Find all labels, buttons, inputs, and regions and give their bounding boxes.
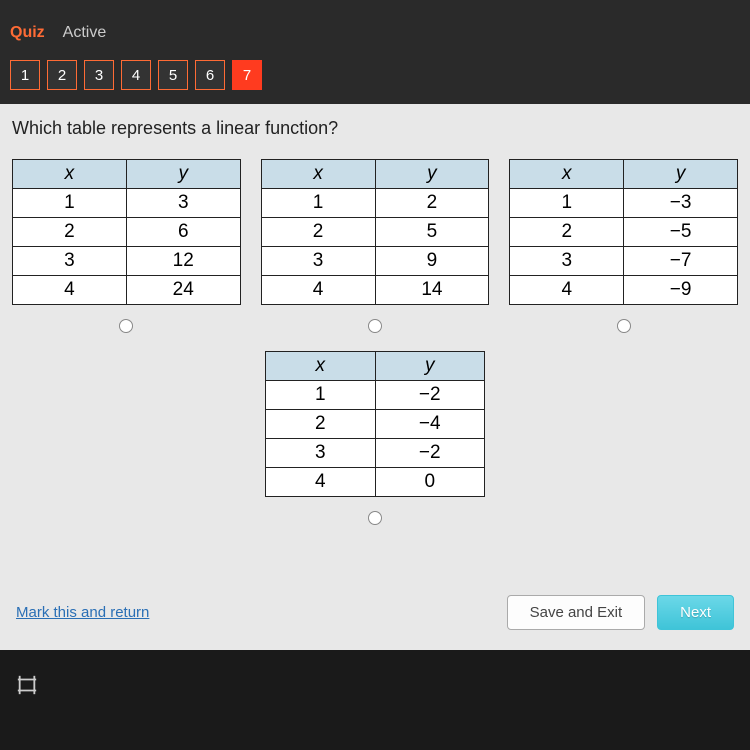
table-row: 414 [261, 276, 489, 305]
table-cell: 2 [13, 218, 127, 247]
table-cell: 3 [510, 247, 624, 276]
radio-option-2[interactable] [368, 319, 382, 333]
qnav-item-7[interactable]: 7 [232, 60, 262, 90]
table-cell: 5 [375, 218, 489, 247]
table-cell: 3 [126, 189, 240, 218]
answer-row-bottom: xy1−22−43−240 [12, 351, 738, 525]
table-4: xy1−22−43−240 [265, 351, 485, 497]
table-cell: 6 [126, 218, 240, 247]
table-cell: −2 [375, 439, 485, 468]
table-cell: 1 [261, 189, 375, 218]
table-cell: 1 [266, 381, 376, 410]
frame-tool-icon[interactable] [16, 674, 38, 696]
qnav-item-6[interactable]: 6 [195, 60, 225, 90]
table-cell: 4 [266, 468, 376, 497]
table-row: 312 [13, 247, 241, 276]
table-cell: 14 [375, 276, 489, 305]
question-panel: Which table represents a linear function… [0, 104, 750, 650]
table-cell: −3 [624, 189, 738, 218]
table-cell: 4 [510, 276, 624, 305]
table-header: x [13, 160, 127, 189]
table-row: 1−3 [510, 189, 738, 218]
table-cell: 4 [261, 276, 375, 305]
table-cell: 2 [266, 410, 376, 439]
table-cell: −5 [624, 218, 738, 247]
table-cell: −2 [375, 381, 485, 410]
table-header: y [375, 160, 489, 189]
table-row: 13 [13, 189, 241, 218]
qnav-item-1[interactable]: 1 [10, 60, 40, 90]
table-cell: 2 [261, 218, 375, 247]
table-cell: 3 [261, 247, 375, 276]
table-row: 4−9 [510, 276, 738, 305]
mark-return-link[interactable]: Mark this and return [16, 604, 149, 621]
table-row: 2−4 [266, 410, 485, 439]
table-header: x [266, 352, 376, 381]
table-row: 25 [261, 218, 489, 247]
table-cell: 3 [13, 247, 127, 276]
table-row: 39 [261, 247, 489, 276]
table-cell: 2 [510, 218, 624, 247]
button-row: Save and Exit Next [507, 595, 734, 630]
table-row: 40 [266, 468, 485, 497]
table-row: 26 [13, 218, 241, 247]
table-header: y [375, 352, 485, 381]
answer-row-top: xy1326312424 xy122539414 xy1−32−53−74−9 [12, 159, 738, 333]
mode-tabs: Quiz Active [0, 18, 750, 52]
qnav-item-3[interactable]: 3 [84, 60, 114, 90]
table-header: x [510, 160, 624, 189]
option-1: xy1326312424 [12, 159, 241, 333]
table-cell: 1 [510, 189, 624, 218]
radio-option-4[interactable] [368, 511, 382, 525]
table-cell: 12 [126, 247, 240, 276]
option-4: xy1−22−43−240 [265, 351, 485, 525]
table-row: 3−2 [266, 439, 485, 468]
table-header: y [624, 160, 738, 189]
table-3: xy1−32−53−74−9 [509, 159, 738, 305]
table-2: xy122539414 [261, 159, 490, 305]
table-1: xy1326312424 [12, 159, 241, 305]
question-nav: 1234567 [0, 52, 750, 104]
table-cell: 3 [266, 439, 376, 468]
table-cell: 9 [375, 247, 489, 276]
table-cell: −4 [375, 410, 485, 439]
question-text: Which table represents a linear function… [12, 118, 738, 139]
option-2: xy122539414 [261, 159, 490, 333]
table-cell: 2 [375, 189, 489, 218]
table-row: 3−7 [510, 247, 738, 276]
qnav-item-4[interactable]: 4 [121, 60, 151, 90]
save-exit-button[interactable]: Save and Exit [507, 595, 646, 630]
next-button[interactable]: Next [657, 595, 734, 630]
table-row: 1−2 [266, 381, 485, 410]
table-cell: 4 [13, 276, 127, 305]
table-cell: 1 [13, 189, 127, 218]
footer-row: Mark this and return Save and Exit Next [12, 595, 738, 630]
table-row: 424 [13, 276, 241, 305]
table-cell: 24 [126, 276, 240, 305]
table-cell: −7 [624, 247, 738, 276]
option-3: xy1−32−53−74−9 [509, 159, 738, 333]
tab-quiz[interactable]: Quiz [10, 24, 45, 42]
table-row: 12 [261, 189, 489, 218]
radio-option-3[interactable] [617, 319, 631, 333]
bottom-toolbar [0, 650, 750, 725]
table-header: y [126, 160, 240, 189]
table-row: 2−5 [510, 218, 738, 247]
tab-active[interactable]: Active [63, 24, 107, 42]
table-cell: −9 [624, 276, 738, 305]
radio-option-1[interactable] [119, 319, 133, 333]
qnav-item-2[interactable]: 2 [47, 60, 77, 90]
qnav-item-5[interactable]: 5 [158, 60, 188, 90]
table-header: x [261, 160, 375, 189]
table-cell: 0 [375, 468, 485, 497]
page-title-cut [10, 4, 740, 18]
